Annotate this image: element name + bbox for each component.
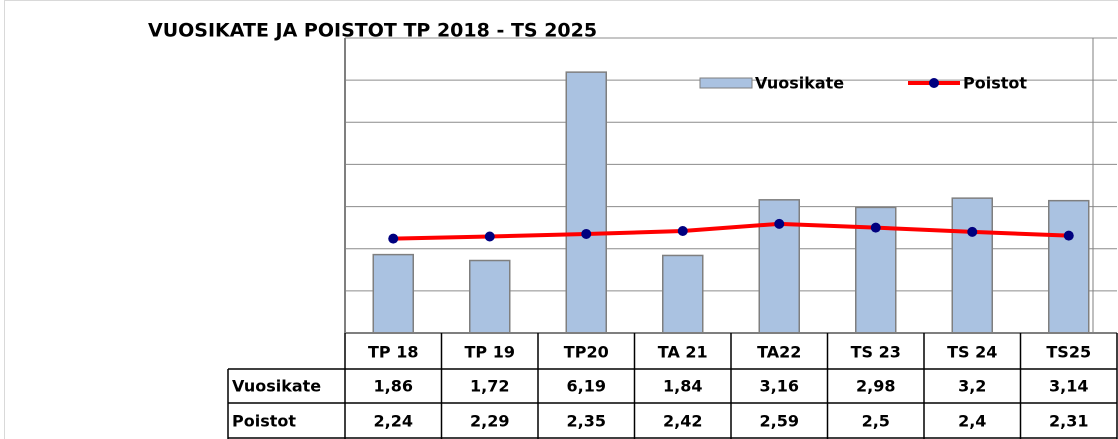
- table-value: 2,59: [760, 412, 799, 431]
- legend-swatch: [699, 77, 753, 89]
- x-tick-label: TP20: [564, 343, 609, 362]
- table-value: 1,86: [374, 377, 413, 396]
- chart-title: VUOSIKATE JA POISTOT TP 2018 - TS 2025: [148, 20, 597, 42]
- bar: [951, 197, 993, 334]
- table-row-label: Poistot: [232, 412, 296, 431]
- line-marker: [1063, 230, 1074, 241]
- table-value: 2,5: [862, 412, 890, 431]
- bar: [565, 71, 607, 334]
- table-value: 2,98: [856, 377, 895, 396]
- table-row-label: Vuosikate: [232, 377, 321, 396]
- bar: [1048, 199, 1090, 334]
- x-tick-label: TS 23: [851, 343, 901, 362]
- line-marker: [581, 228, 592, 239]
- legend-label: Poistot: [963, 74, 1027, 93]
- line-marker: [388, 233, 399, 244]
- table-value: 2,29: [470, 412, 509, 431]
- line-marker: [870, 222, 881, 233]
- table-value: 3,16: [760, 377, 799, 396]
- table-value: 2,24: [374, 412, 413, 431]
- x-tick-label: TS25: [1046, 343, 1091, 362]
- legend-swatch: [929, 78, 939, 88]
- table-value: 2,4: [958, 412, 986, 431]
- line-marker: [774, 218, 785, 229]
- bar: [372, 253, 414, 334]
- table-value: 3,14: [1049, 377, 1088, 396]
- line-marker: [967, 226, 978, 237]
- table-value: 1,72: [470, 377, 509, 396]
- table-value: 6,19: [567, 377, 606, 396]
- legend-label: Vuosikate: [755, 74, 844, 93]
- table-value: 2,35: [567, 412, 606, 431]
- x-tick-label: TA22: [757, 343, 801, 362]
- x-tick-label: TS 24: [947, 343, 997, 362]
- x-tick-label: TP 18: [368, 343, 418, 362]
- bar: [662, 254, 704, 334]
- table-value: 3,2: [958, 377, 986, 396]
- table-value: 1,84: [663, 377, 702, 396]
- bar: [469, 259, 511, 334]
- x-tick-label: TP 19: [465, 343, 515, 362]
- line: [393, 221, 1069, 241]
- line-marker: [484, 231, 495, 242]
- x-tick-label: TA 21: [658, 343, 708, 362]
- line-marker: [677, 226, 688, 237]
- table-value: 2,42: [663, 412, 702, 431]
- table-value: 2,31: [1049, 412, 1088, 431]
- page-frame: [4, 0, 1118, 439]
